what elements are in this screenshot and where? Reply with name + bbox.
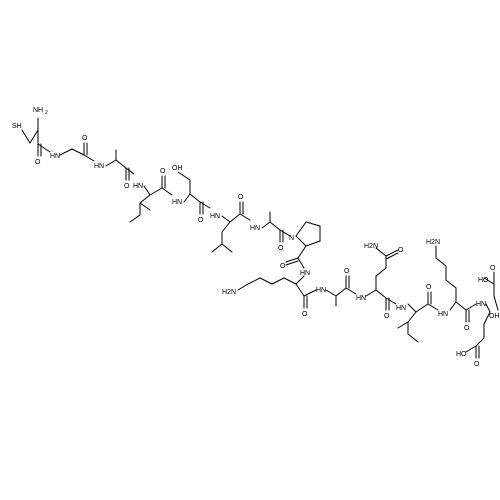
cys-residue bbox=[21, 117, 51, 157]
nh-label-8: HN bbox=[316, 287, 326, 294]
gln-residue bbox=[365, 247, 399, 311]
nh-label-9: HN bbox=[356, 295, 366, 302]
nh-label-5: HN bbox=[210, 213, 220, 220]
ala-residue-1 bbox=[105, 149, 135, 181]
ala-residue-3 bbox=[325, 275, 357, 307]
nh-label-3: HN bbox=[133, 183, 143, 190]
lys-residue-1 bbox=[237, 275, 317, 309]
nh-label-11: HN bbox=[438, 311, 448, 318]
nh-label-4: HN bbox=[172, 199, 182, 206]
nh2-sub-label: 2 bbox=[45, 110, 48, 116]
o-label-1: O bbox=[35, 159, 41, 166]
o-label-gln: O bbox=[398, 247, 404, 254]
ser-residue-2 bbox=[483, 271, 499, 311]
lys-residue-2 bbox=[435, 245, 477, 323]
o-label-8: O bbox=[280, 263, 286, 270]
ala-residue-2 bbox=[261, 211, 291, 243]
ile-residue-2 bbox=[397, 291, 439, 343]
nh-label-10: HN bbox=[396, 305, 406, 312]
o-label-glu: O bbox=[474, 361, 480, 368]
ho-label-cterm: HO bbox=[478, 277, 489, 284]
nh-label-6: HN bbox=[250, 225, 260, 232]
o-label-12: O bbox=[426, 284, 432, 291]
o-label-11: O bbox=[384, 313, 390, 320]
leu-residue bbox=[211, 201, 251, 253]
sh-label: SH bbox=[12, 123, 22, 130]
ho-label-glu: HO bbox=[456, 351, 467, 358]
n-label-pro: N bbox=[289, 235, 294, 242]
h2n-label-lys1: H2N bbox=[222, 289, 236, 296]
o-label-9: O bbox=[302, 311, 308, 318]
pro-residue bbox=[285, 221, 321, 269]
h2n-label-gln: H2N bbox=[364, 243, 378, 250]
o-label-3: O bbox=[124, 183, 130, 190]
o-label-5: O bbox=[198, 217, 204, 224]
glu-residue bbox=[465, 303, 491, 359]
oh-label-ser1: OH bbox=[172, 165, 183, 172]
o-label-cterm: O bbox=[490, 265, 496, 272]
h2n-label-lys2: H2N bbox=[426, 239, 440, 246]
gly-residue bbox=[59, 142, 95, 162]
o-label-2: O bbox=[82, 135, 88, 142]
nh-label-1: HN bbox=[50, 153, 60, 160]
oh-label-ser2: OH bbox=[489, 313, 500, 320]
ser-residue-1 bbox=[177, 171, 211, 215]
ile-residue-1 bbox=[129, 175, 173, 223]
o-label-13: O bbox=[464, 325, 470, 332]
o-label-10: O bbox=[344, 268, 350, 275]
nh-label-12: HN bbox=[476, 301, 486, 308]
o-label-7: O bbox=[278, 245, 284, 252]
nh-label-7: HN bbox=[300, 270, 310, 277]
nh2-label: NH bbox=[33, 107, 43, 114]
o-label-4: O bbox=[160, 168, 166, 175]
nh-label-2: HN bbox=[94, 163, 104, 170]
o-label-6: O bbox=[238, 194, 244, 201]
